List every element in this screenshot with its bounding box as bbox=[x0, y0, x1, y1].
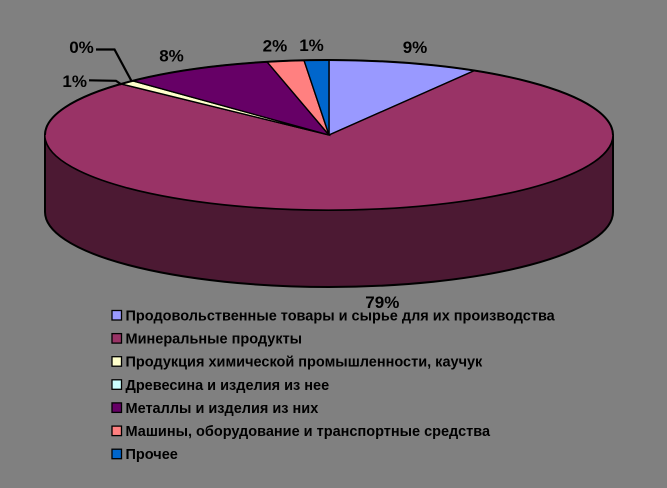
svg-text:Продовольственные товары и сыр: Продовольственные товары и сырье для их … bbox=[126, 309, 556, 325]
svg-text:Древесина и изделия из нее: Древесина и изделия из нее bbox=[126, 378, 330, 394]
svg-text:Минеральные продукты: Минеральные продукты bbox=[126, 332, 303, 348]
svg-text:1%: 1% bbox=[299, 36, 324, 55]
svg-text:Прочее: Прочее bbox=[126, 447, 178, 463]
svg-text:2%: 2% bbox=[263, 37, 288, 56]
svg-text:1%: 1% bbox=[62, 72, 87, 91]
svg-text:Машины, оборудование и транспо: Машины, оборудование и транспортные сред… bbox=[126, 424, 491, 440]
svg-text:Продукция химической промышлен: Продукция химической промышленности, кау… bbox=[126, 355, 484, 371]
svg-text:79%: 79% bbox=[365, 293, 399, 312]
svg-text:8%: 8% bbox=[159, 47, 184, 66]
svg-text:Металлы и изделия из них: Металлы и изделия из них bbox=[126, 401, 319, 417]
svg-text:9%: 9% bbox=[403, 38, 428, 57]
svg-text:0%: 0% bbox=[69, 38, 94, 57]
